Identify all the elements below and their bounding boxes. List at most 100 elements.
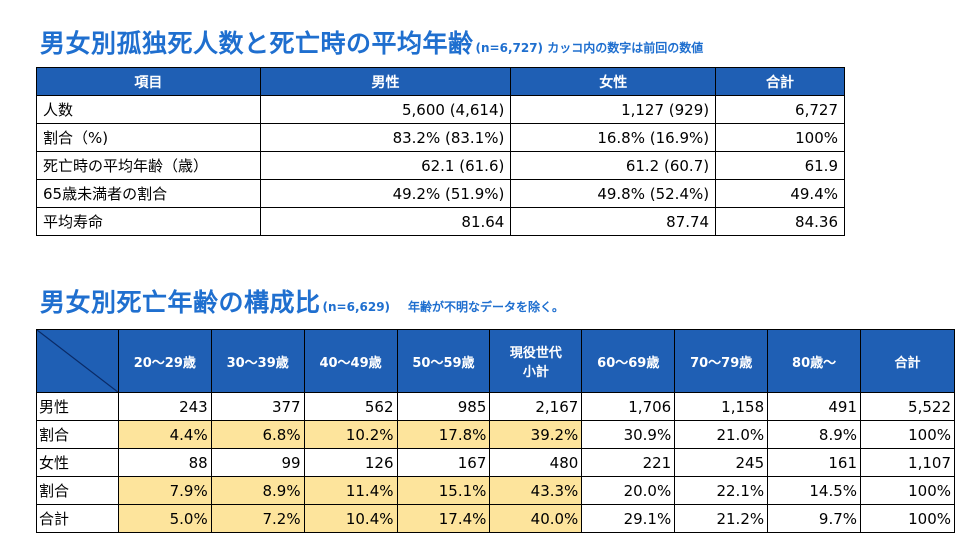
cell: 562: [303, 392, 398, 421]
header-corner: [36, 329, 119, 393]
highlight-cell: 17.4%: [396, 504, 491, 533]
age-composition-table: 20～29歳 30～39歳 40～49歳 50～59歳 現役世代 小計 60～69…: [36, 329, 955, 533]
cell: 5,522: [860, 392, 955, 421]
cell: 100%: [715, 123, 845, 152]
header-female: 女性: [510, 67, 717, 96]
cell: 245: [674, 448, 769, 477]
highlight-cell: 7.2%: [210, 504, 305, 533]
row-label: 女性: [36, 448, 119, 477]
highlight-cell: 10.2%: [303, 420, 398, 449]
table-row: 65歳未満者の割合 49.2% (51.9%) 49.8% (52.4%) 49…: [36, 179, 845, 208]
cell: 22.1%: [674, 476, 769, 505]
cell: 1,127 (929): [510, 95, 717, 124]
summary-header-row: 項目 男性 女性 合計: [36, 67, 845, 96]
summary-table: 項目 男性 女性 合計 人数 5,600 (4,614) 1,127 (929)…: [36, 67, 845, 236]
header-total: 合計: [715, 67, 845, 96]
table-row: 割合（%) 83.2% (83.1%) 16.8% (16.9%) 100%: [36, 123, 845, 152]
cell: 81.64: [259, 207, 512, 236]
diagonal-line: [37, 330, 118, 392]
cell: 61.9: [715, 151, 845, 180]
cell: 30.9%: [581, 420, 676, 449]
cell: 1,107: [860, 448, 955, 477]
cell: 1,158: [674, 392, 769, 421]
row-label: 割合: [36, 420, 119, 449]
highlight-cell: 11.4%: [303, 476, 398, 505]
cell: 491: [767, 392, 862, 421]
header-subtotal: 小計: [522, 365, 549, 380]
cell: 49.8% (52.4%): [510, 179, 717, 208]
table-row: 死亡時の平均年齢（歳） 62.1 (61.6) 61.2 (60.7) 61.9: [36, 151, 845, 180]
highlight-cell: 5.0%: [117, 504, 212, 533]
row-label: 合計: [36, 504, 119, 533]
row-label: 割合（%): [36, 123, 261, 152]
highlight-cell: 40.0%: [489, 504, 583, 533]
highlight-cell: 15.1%: [396, 476, 491, 505]
highlight-cell: 17.8%: [396, 420, 491, 449]
title-age-composition: 男女別死亡年齢の構成比 (n=6,629) 年齢が不明なデータを除く。: [40, 283, 564, 319]
cell: 985: [396, 392, 491, 421]
header-age-80plus: 80歳～: [767, 329, 862, 393]
table-row: 割合 7.9% 8.9% 11.4% 15.1% 43.3% 20.0% 22.…: [36, 476, 955, 505]
cell: 480: [489, 448, 583, 477]
title2-main: 男女別死亡年齢の構成比: [40, 288, 321, 317]
row-label: 人数: [36, 95, 261, 124]
table-row: 女性 88 99 126 167 480 221 245 161 1,107: [36, 448, 955, 477]
highlight-cell: 7.9%: [117, 476, 212, 505]
title2-note: 年齢が不明なデータを除く。: [408, 300, 565, 314]
cell: 126: [303, 448, 398, 477]
cell: 21.2%: [674, 504, 769, 533]
cell: 8.9%: [767, 420, 862, 449]
cell: 99: [210, 448, 305, 477]
header-age-60s: 60～69歳: [581, 329, 676, 393]
cell: 49.2% (51.9%): [259, 179, 512, 208]
age-header-row: 20～29歳 30～39歳 40～49歳 50～59歳 現役世代 小計 60～69…: [36, 329, 955, 393]
highlight-cell: 39.2%: [489, 420, 583, 449]
cell: 100%: [860, 504, 955, 533]
highlight-cell: 4.4%: [117, 420, 212, 449]
cell: 221: [581, 448, 676, 477]
cell: 100%: [860, 476, 955, 505]
header-age-50s: 50～59歳: [396, 329, 491, 393]
cell: 21.0%: [674, 420, 769, 449]
header-male: 男性: [259, 67, 512, 96]
table-row: 平均寿命 81.64 87.74 84.36: [36, 207, 845, 236]
row-label: 割合: [36, 476, 119, 505]
header-age-30s: 30～39歳: [210, 329, 305, 393]
header-working-generation: 現役世代: [509, 346, 562, 361]
cell: 243: [117, 392, 212, 421]
title-male-female-lonely-death: 男女別孤独死人数と死亡時の平均年齢 (n=6,727) カッコ内の数字は前回の数値: [40, 24, 703, 60]
cell: 1,706: [581, 392, 676, 421]
header-item: 項目: [36, 67, 261, 96]
title2-sub: (n=6,629): [322, 300, 391, 314]
row-label: 平均寿命: [36, 207, 261, 236]
cell: 14.5%: [767, 476, 862, 505]
cell: 161: [767, 448, 862, 477]
cell: 2,167: [489, 392, 583, 421]
cell: 87.74: [510, 207, 717, 236]
cell: 20.0%: [581, 476, 676, 505]
header-working-subtotal: 現役世代 小計: [489, 329, 583, 393]
cell: 84.36: [715, 207, 845, 236]
cell: 9.7%: [767, 504, 862, 533]
row-label: 男性: [36, 392, 119, 421]
cell: 62.1 (61.6): [259, 151, 512, 180]
highlight-cell: 10.4%: [303, 504, 398, 533]
highlight-cell: 43.3%: [489, 476, 583, 505]
header-age-70s: 70～79歳: [674, 329, 769, 393]
cell: 5,600 (4,614): [259, 95, 512, 124]
cell: 61.2 (60.7): [510, 151, 717, 180]
cell: 29.1%: [581, 504, 676, 533]
title1-sub: (n=6,727) カッコ内の数字は前回の数値: [475, 41, 704, 55]
table-row: 人数 5,600 (4,614) 1,127 (929) 6,727: [36, 95, 845, 124]
cell: 6,727: [715, 95, 845, 124]
row-label: 65歳未満者の割合: [36, 179, 261, 208]
header-total: 合計: [860, 329, 955, 393]
highlight-cell: 8.9%: [210, 476, 305, 505]
cell: 83.2% (83.1%): [259, 123, 512, 152]
header-age-20s: 20～29歳: [117, 329, 212, 393]
table-row: 男性 243 377 562 985 2,167 1,706 1,158 491…: [36, 392, 955, 421]
cell: 49.4%: [715, 179, 845, 208]
cell: 16.8% (16.9%): [510, 123, 717, 152]
row-label: 死亡時の平均年齢（歳）: [36, 151, 261, 180]
cell: 88: [117, 448, 212, 477]
